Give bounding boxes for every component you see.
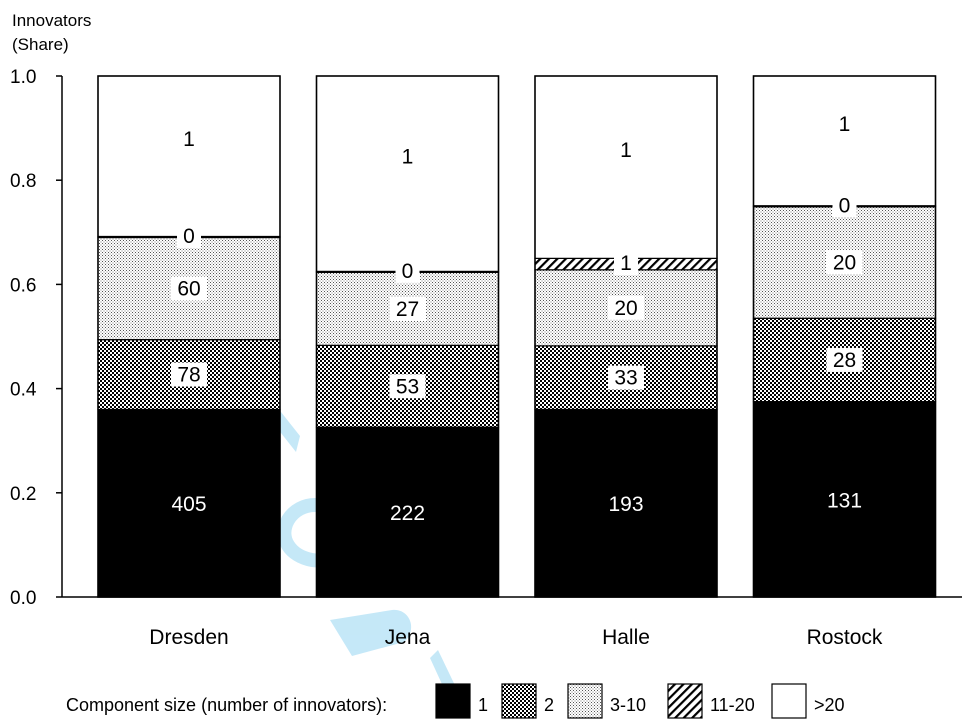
bar-segment (534, 75, 718, 259)
data-label-box (614, 251, 638, 276)
data-label-box (395, 258, 420, 283)
bar-segment (97, 408, 281, 598)
bar-stack-rostock: 131 28 20 0 1 (752, 75, 937, 598)
y-tick-label: 0.6 (10, 275, 36, 296)
data-label-box (832, 193, 857, 218)
data-label: 1 (183, 128, 195, 151)
data-label: 20 (833, 252, 856, 275)
legend-label: 1 (478, 695, 488, 715)
category-label: Jena (385, 626, 431, 649)
category-labels: Dresden Jena Halle Rostock (149, 626, 883, 649)
bar-segment (752, 75, 937, 207)
data-label: 53 (396, 375, 419, 398)
bar-stack-jena: 222 53 27 0 1 (315, 75, 500, 598)
data-label: 0 (839, 194, 851, 217)
watermark-stroke-3 (330, 609, 412, 656)
legend-swatch (567, 683, 603, 719)
legend-swatch (667, 683, 703, 719)
legend-swatch (771, 683, 807, 719)
bars: 405 78 60 0 1 222 53 27 0 1 193 33 20 1 1 131 28 20 0 1 (97, 75, 937, 598)
data-label: 78 (177, 364, 200, 387)
data-label: 131 (827, 489, 862, 512)
data-label: 0 (402, 260, 414, 283)
data-label-box (826, 250, 863, 275)
y-axis: Innovators (Share) 0.0 0.2 0.4 0.6 0.8 1.0 (10, 11, 962, 609)
bar-stack-halle: 193 33 20 1 1 (534, 75, 718, 598)
data-label-box (826, 347, 863, 372)
legend-label: >20 (814, 695, 845, 715)
data-label-box (171, 276, 207, 301)
legend-label: 11-20 (710, 695, 755, 715)
data-label-box (171, 362, 207, 387)
y-tick-label: 0.2 (10, 484, 36, 505)
data-label: 33 (614, 367, 637, 390)
data-label-box (608, 365, 644, 390)
y-axis-title: Innovators (Share) (12, 11, 91, 54)
legend-label: 3-10 (610, 695, 646, 715)
category-label: Halle (602, 626, 650, 649)
legend-swatch (501, 683, 537, 719)
data-label-box (177, 223, 201, 248)
data-label: 1 (839, 113, 851, 136)
y-axis-title-line: Innovators (12, 11, 91, 30)
data-label: 1 (620, 252, 632, 275)
data-label: 20 (614, 297, 637, 320)
y-axis-title-line: (Share) (12, 35, 69, 54)
category-label: Dresden (149, 626, 228, 649)
bar-segment (752, 401, 937, 598)
legend: Component size (number of innovators): 1 2… (66, 683, 845, 719)
data-label: 405 (171, 493, 206, 516)
bar-segment (315, 426, 500, 598)
bar-outline (534, 75, 718, 598)
legend-label: 2 (544, 695, 554, 715)
data-label-box (389, 374, 426, 399)
data-label: 222 (390, 502, 425, 525)
data-label: 1 (620, 139, 632, 162)
y-tick-label: 0.4 (10, 380, 37, 401)
bar-segment (97, 75, 281, 238)
bar-outline (97, 75, 281, 598)
y-tick-label: 1.0 (10, 67, 36, 88)
bar-segment (315, 75, 500, 272)
bar-segment (534, 408, 718, 598)
y-tick-label: 0.0 (10, 588, 36, 609)
data-label: 27 (396, 298, 419, 321)
data-label: 1 (402, 146, 414, 169)
y-tick-label: 0.8 (10, 171, 36, 192)
data-label: 193 (608, 493, 643, 516)
data-label-box (389, 296, 426, 321)
legend-title: Component size (number of innovators): (66, 695, 387, 715)
category-label: Rostock (807, 626, 883, 649)
legend-swatch (435, 683, 471, 719)
bar-stack-dresden: 405 78 60 0 1 (97, 75, 281, 598)
data-label: 60 (177, 278, 200, 301)
data-label: 28 (833, 349, 856, 372)
data-label: 0 (183, 225, 195, 248)
bar-outline (752, 75, 937, 598)
data-label-box (608, 295, 644, 320)
bar-outline (315, 75, 500, 598)
